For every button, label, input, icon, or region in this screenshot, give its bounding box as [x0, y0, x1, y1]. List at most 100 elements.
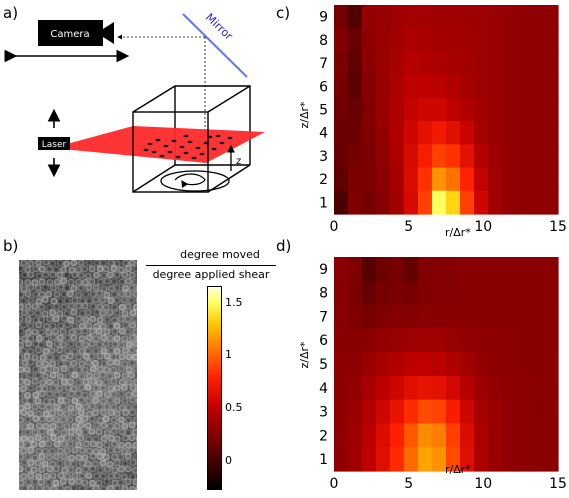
heatmap-c-cell [390, 74, 405, 99]
laser-box [38, 137, 70, 150]
heatmap-d-cell [516, 257, 531, 282]
heatmap-d-cell [418, 423, 433, 448]
heatmap-d-cell [418, 447, 433, 472]
heatmap-c-cell [334, 97, 349, 122]
heatmap-d-cell [334, 375, 349, 401]
heatmap-c-cell [390, 167, 405, 192]
heatmap-d-ytick: 9 [319, 262, 328, 278]
heatmap-d-cell [502, 423, 517, 448]
heatmap-d-cell [544, 375, 559, 401]
heatmap-c-cell [334, 28, 349, 53]
heatmap-c-cell [376, 144, 391, 169]
confocal-image [19, 260, 137, 490]
heatmap-c-cell [432, 5, 447, 29]
heatmap-c-cell [544, 74, 559, 99]
heatmap-c-cell [516, 28, 531, 53]
heatmap-c-cell [516, 51, 531, 76]
panel-label-b: b) [3, 237, 19, 255]
heatmap-d-cell [348, 423, 363, 448]
heatmap-d-cell [502, 399, 517, 425]
heatmap-d-cell [348, 352, 363, 377]
heatmap-c-cell [432, 121, 447, 145]
heatmap-d-cell [418, 399, 433, 425]
heatmap-d-cell [502, 280, 517, 306]
heatmap-c-cell [348, 190, 363, 215]
sample-cube-front [132, 85, 251, 193]
heatmap-d-cell [460, 328, 475, 353]
heatmap-c-cell [446, 97, 461, 122]
heatmap-d-cell [488, 447, 503, 472]
heatmap-d-xtick: 10 [474, 476, 492, 492]
heatmap-c-cell [446, 144, 461, 169]
heatmap-c-cell [376, 74, 391, 99]
heatmap-d-cell [432, 375, 447, 401]
heatmap-d-cell [530, 399, 545, 425]
heatmap-c-cell [488, 28, 503, 53]
z-label: z [236, 156, 241, 167]
heatmap-d-cell [376, 280, 391, 306]
heatmap-d-cell [376, 423, 391, 448]
colorbar-tick-1: 1 [225, 348, 232, 361]
heatmap-d-cell [488, 375, 503, 401]
heatmap-d-cell [530, 375, 545, 401]
heatmap-c-cell [474, 167, 489, 192]
heatmap-d-cell [446, 399, 461, 425]
heatmap-d-cell [348, 304, 363, 329]
heatmap-c-cell [362, 5, 377, 29]
heatmap-c-cell [362, 121, 377, 145]
heatmap-c-cell [502, 51, 517, 76]
heatmap-c-cell [404, 97, 419, 122]
heatmap-d-cell [404, 423, 419, 448]
heatmap-c-cell [432, 97, 447, 122]
heatmap-c-cell [474, 5, 489, 29]
heatmap-c-cell [460, 167, 475, 192]
heatmap-c-cell [544, 51, 559, 76]
heatmap-d-cell [502, 375, 517, 401]
heatmap-c-cell [390, 5, 405, 29]
heatmap-c-ytick: 5 [319, 103, 328, 119]
heatmap-c-cell [404, 190, 419, 215]
heatmap-c-cell [516, 97, 531, 122]
heatmap-c-cell [362, 51, 377, 76]
heatmap-d-cell [334, 423, 349, 448]
heatmap-c-cell [502, 121, 517, 145]
heatmap-d-cell [432, 257, 447, 282]
heatmap-d-cell [348, 447, 363, 472]
colorbar-tick-0-5: 0.5 [225, 401, 243, 414]
colorbar-tick-0: 0 [225, 454, 232, 467]
heatmap-d-cell [502, 328, 517, 353]
heatmap-c-cell [390, 190, 405, 215]
heatmap-c-cell [460, 5, 475, 29]
heatmap-c-cell [418, 74, 433, 99]
sample-cube [132, 85, 251, 193]
heatmap-c-cell [516, 5, 531, 29]
heatmap-c-cell [362, 28, 377, 53]
heatmap-d-cell [516, 423, 531, 448]
heatmap-c-cell [530, 121, 545, 145]
mirror [182, 13, 248, 78]
heatmap-c-cell [446, 121, 461, 145]
heatmap-c-cell [390, 28, 405, 53]
heatmap-d-cell [362, 447, 377, 472]
heatmap-d-cell [446, 447, 461, 472]
heatmap-d-cell [544, 280, 559, 306]
rotation-arrow [174, 173, 206, 188]
heatmap-c-cell [530, 190, 545, 215]
panel-label-d: d) [276, 237, 292, 255]
heatmap-d-cell [348, 399, 363, 425]
heatmap-c-cell [376, 28, 391, 53]
heatmap-d-cell [516, 375, 531, 401]
camera-label: Camera [50, 29, 89, 40]
heatmap-c-cell [474, 121, 489, 145]
heatmap-c-cell [544, 190, 559, 215]
heatmap-c-cell [404, 121, 419, 145]
colorbar-tick-1-5: 1.5 [225, 296, 243, 309]
heatmap-d-cell [376, 399, 391, 425]
heatmap-c-cell [418, 97, 433, 122]
setup-schematic: Camera Mirror z Laser [4, 11, 265, 193]
heatmap-c-ytick: 2 [319, 172, 328, 188]
heatmap-c-cell [418, 28, 433, 53]
heatmap-d-cell [432, 399, 447, 425]
heatmap-d-cell [404, 399, 419, 425]
heatmap-c-cell [544, 28, 559, 53]
